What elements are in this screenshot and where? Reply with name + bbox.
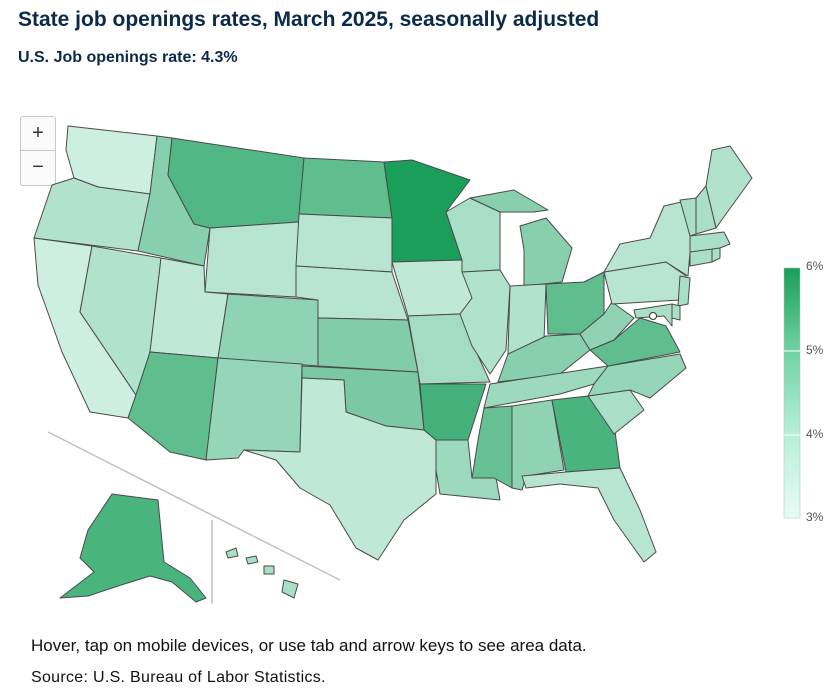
state-IL[interactable]	[459, 269, 511, 375]
state-NM[interactable]	[205, 357, 303, 461]
state-FL[interactable]	[521, 467, 657, 563]
state-NY[interactable]	[603, 199, 691, 277]
state-MT[interactable]	[167, 137, 305, 229]
chart-title: State job openings rates, March 2025, se…	[18, 8, 600, 31]
state-AR[interactable]	[419, 383, 487, 441]
legend-tick-label: 3%	[806, 510, 824, 524]
state-WV[interactable]	[579, 301, 635, 351]
state-ME[interactable]	[705, 145, 753, 229]
zoom-in-button[interactable]: +	[32, 122, 44, 144]
instructions-note: Hover, tap on mobile devices, or use tab…	[31, 636, 587, 655]
state-AK[interactable]	[59, 493, 207, 603]
state-MI[interactable]	[469, 189, 573, 287]
legend-tick-label: 4%	[806, 427, 824, 441]
state-WY[interactable]	[204, 221, 300, 298]
legend-tick-label: 6%	[806, 259, 824, 273]
state-TN[interactable]	[483, 365, 609, 409]
state-KS[interactable]	[317, 317, 419, 373]
us-map	[33, 125, 801, 604]
legend-tick-label: 5%	[806, 343, 824, 357]
inset-divider	[47, 431, 341, 581]
dc-marker[interactable]	[649, 312, 657, 320]
zoom-control: + −	[20, 116, 56, 186]
state-MS[interactable]	[471, 405, 513, 489]
state-HI[interactable]	[225, 547, 299, 599]
state-TX[interactable]	[243, 377, 437, 561]
state-DE[interactable]	[671, 303, 681, 321]
state-CO[interactable]	[217, 293, 319, 367]
state-ND[interactable]	[298, 157, 393, 219]
state-MA[interactable]	[689, 231, 731, 253]
state-NJ[interactable]	[677, 275, 691, 307]
source-note: Source: U.S. Bureau of Labor Statistics.	[31, 669, 326, 686]
state-RI[interactable]	[711, 247, 721, 263]
chart-subtitle: U.S. Job openings rate: 4.3%	[18, 49, 238, 66]
zoom-out-button[interactable]: −	[21, 150, 55, 184]
legend-colorbar	[783, 267, 801, 519]
state-LA[interactable]	[435, 439, 501, 501]
state-SD[interactable]	[295, 213, 393, 273]
